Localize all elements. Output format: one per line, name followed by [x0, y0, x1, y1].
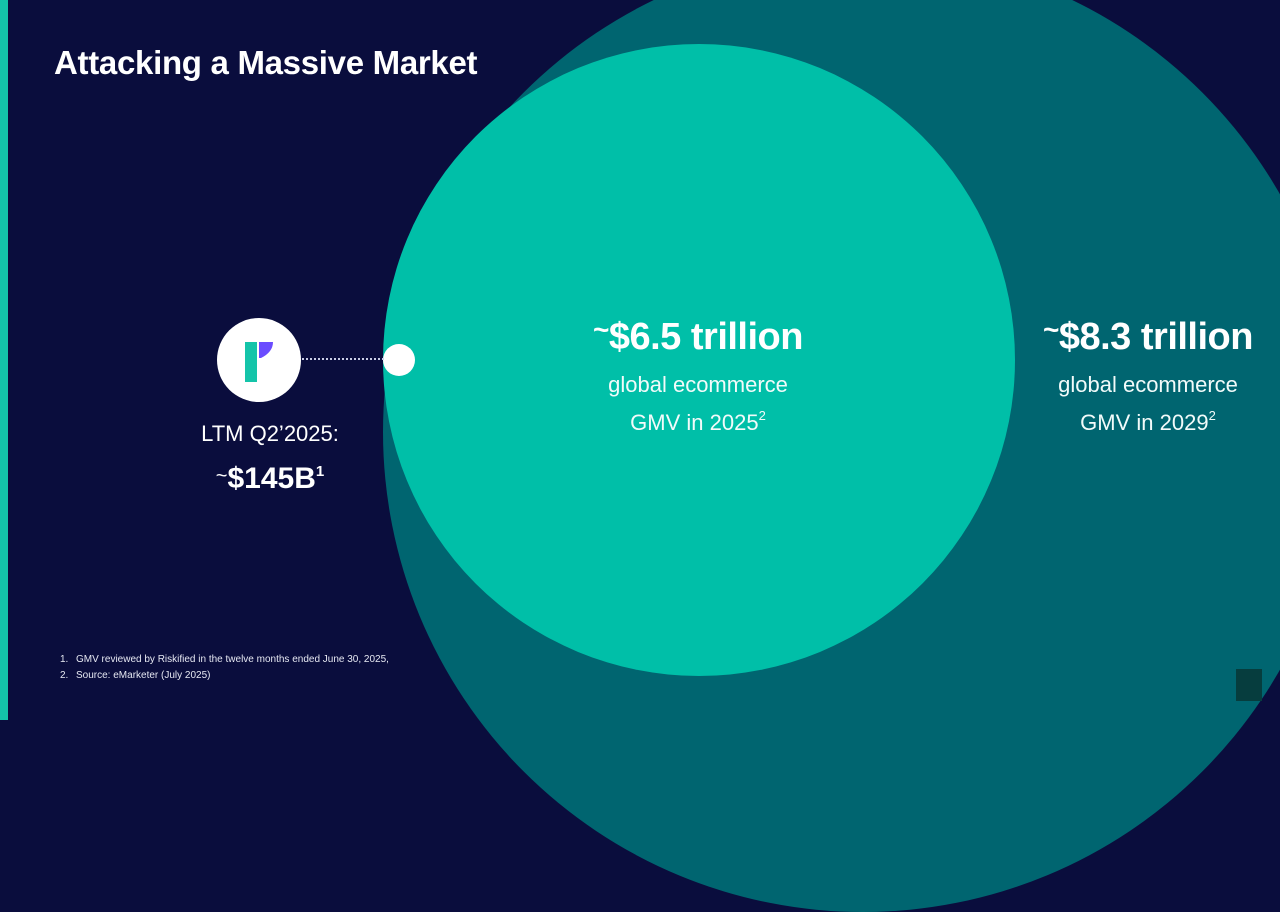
footnote-ref-1: 1: [315, 463, 325, 480]
footnote-number: 1.: [60, 654, 69, 665]
riskified-gmv-circle: [383, 344, 415, 376]
footnote-text: GMV reviewed by Riskified in the twelve …: [76, 654, 389, 665]
riskified-gmv-value-line: ~$145B1: [160, 452, 380, 499]
market-2025-line2-wrap: GMV in 20252: [540, 400, 856, 438]
market-2025-description: global ecommerce GMV in 20252: [540, 369, 856, 438]
riskified-gmv-value: $145B: [227, 462, 316, 495]
riskified-logo-icon: [217, 318, 301, 402]
footnote-text: Source: eMarketer (July 2025): [76, 670, 211, 681]
market-2025-tilde: ~: [593, 314, 609, 345]
market-2029-value-line: ~$8.3 trillion: [1010, 308, 1280, 359]
footnote-ref-2a: 2: [758, 408, 766, 423]
page-title: Attacking a Massive Market: [54, 44, 478, 81]
market-2025-value: $6.5 trillion: [608, 316, 804, 358]
riskified-logo-svg: [245, 342, 273, 382]
footnote-item: 1. GMV reviewed by Riskified in the twelv…: [60, 652, 389, 668]
market-2029-stat: ~$8.3 trillion global ecommerce GMV in 2…: [1010, 308, 1280, 438]
market-2029-line1: global ecommerce: [1058, 372, 1238, 397]
market-2029-line2-wrap: GMV in 20292: [1010, 400, 1280, 438]
connector-line: [302, 358, 384, 360]
market-2025-value-line: ~$6.5 trillion: [540, 308, 856, 359]
riskified-gmv-label: LTM Q2’2025:: [201, 421, 339, 446]
market-2025-line1: global ecommerce: [608, 372, 788, 397]
riskified-gmv-stat: LTM Q2’2025: ~$145B1: [160, 418, 380, 499]
corner-decoration: [1236, 669, 1262, 701]
footnote-item: 2. Source: eMarketer (July 2025): [60, 668, 389, 684]
market-2025-line2: GMV in 2025: [630, 410, 759, 435]
riskified-gmv-tilde: ~: [215, 465, 228, 487]
footnotes: 1. GMV reviewed by Riskified in the twelv…: [60, 652, 389, 684]
market-2029-description: global ecommerce GMV in 20292: [1010, 369, 1280, 438]
market-2029-line2: GMV in 2029: [1080, 410, 1209, 435]
market-2029-value: $8.3 trillion: [1058, 316, 1254, 358]
footnote-number: 2.: [60, 670, 69, 681]
footnote-ref-2b: 2: [1208, 408, 1216, 423]
market-2025-stat: ~$6.5 trillion global ecommerce GMV in 2…: [540, 308, 856, 438]
market-2029-tilde: ~: [1043, 314, 1059, 345]
market-2025-circle: [383, 44, 1015, 676]
accent-bar: [0, 0, 8, 720]
